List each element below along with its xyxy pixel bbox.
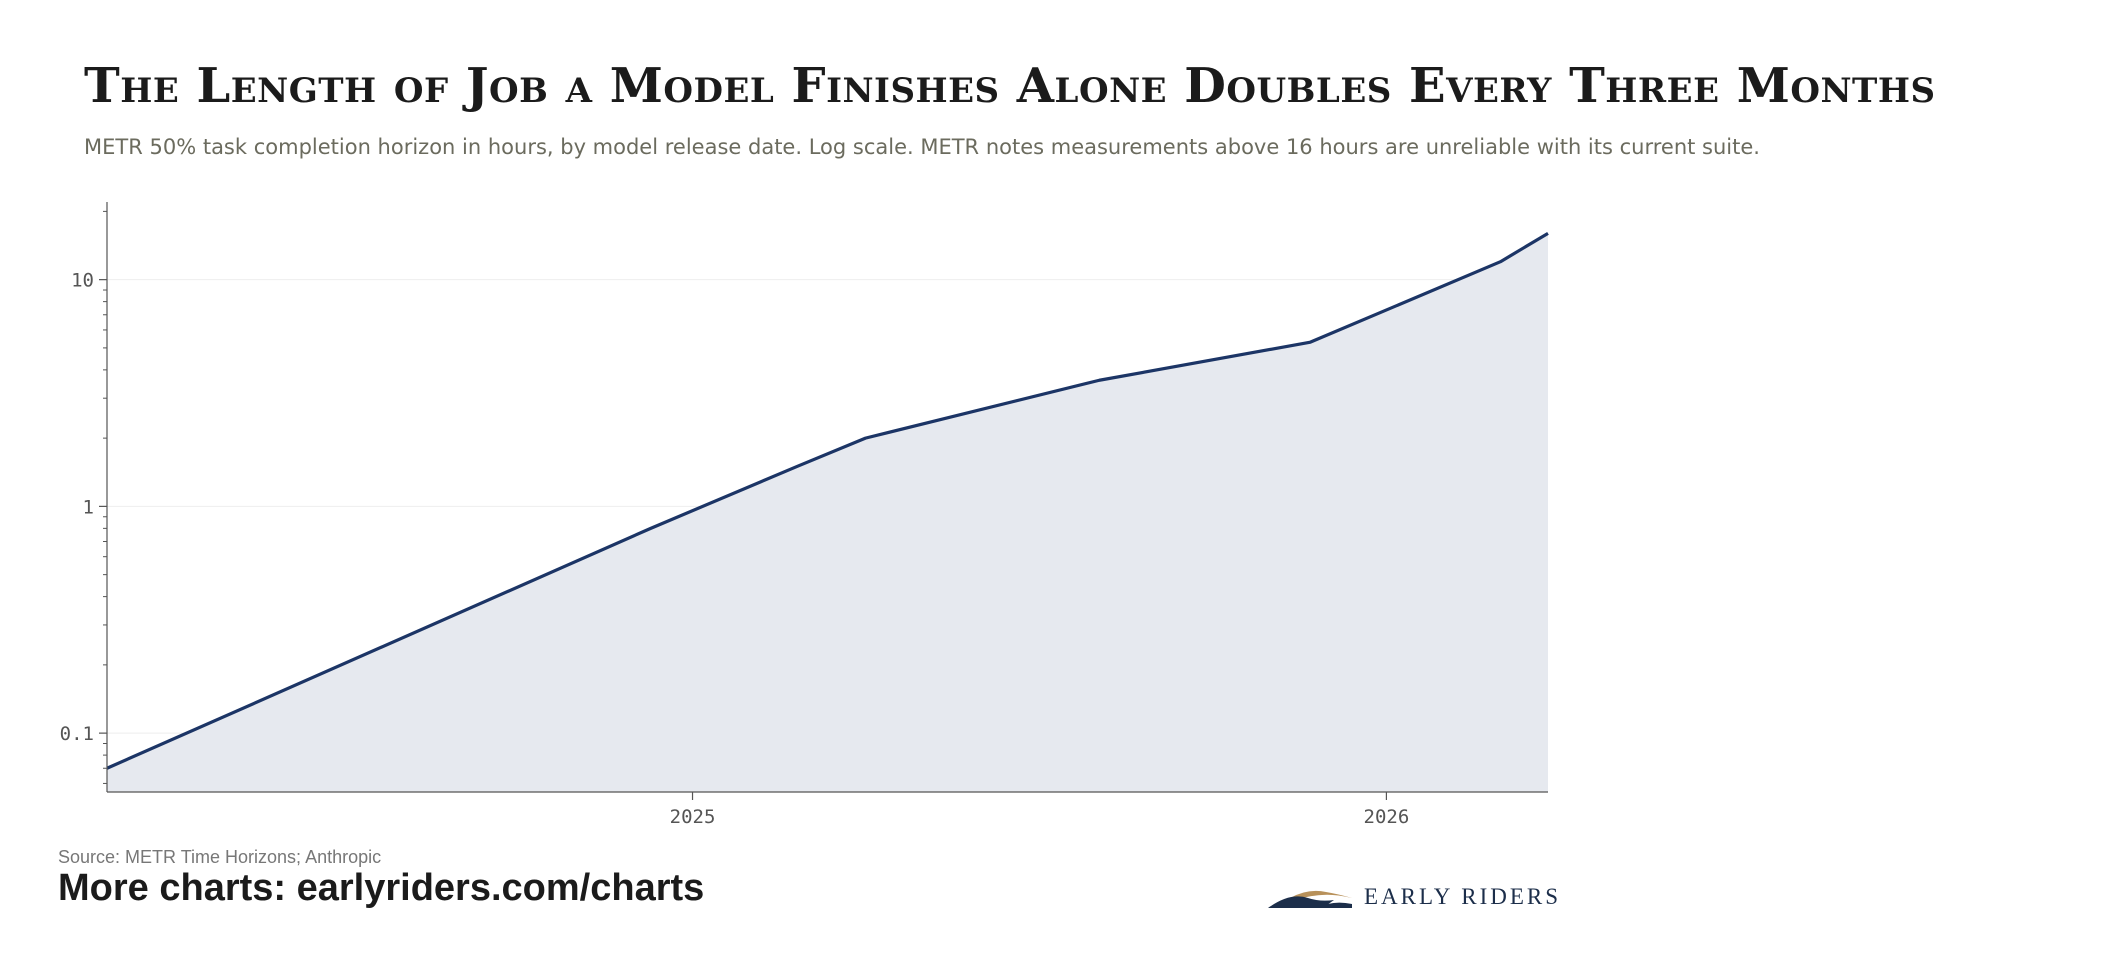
y-tick-label: 1 (83, 496, 94, 518)
x-tick-label: 2026 (1364, 806, 1410, 828)
y-tick-label: 10 (71, 270, 94, 292)
series-line (106, 231, 1549, 770)
more-charts-link[interactable]: More charts: earlyriders.com/charts (58, 867, 705, 909)
chart-subtitle: METR 50% task completion horizon in hour… (84, 135, 1760, 159)
series-area (107, 233, 1548, 792)
mountain-logo-icon (1268, 890, 1352, 908)
brand-logo: EARLY RIDERS (1268, 884, 1561, 910)
source-note: Source: METR Time Horizons; Anthropic (58, 847, 382, 867)
brand-name: EARLY RIDERS (1364, 884, 1562, 909)
y-tick-label: 0.1 (60, 723, 94, 745)
chart-title: The Length of Job a Model Finishes Alone… (84, 58, 1936, 114)
x-tick-label: 2025 (670, 806, 716, 828)
